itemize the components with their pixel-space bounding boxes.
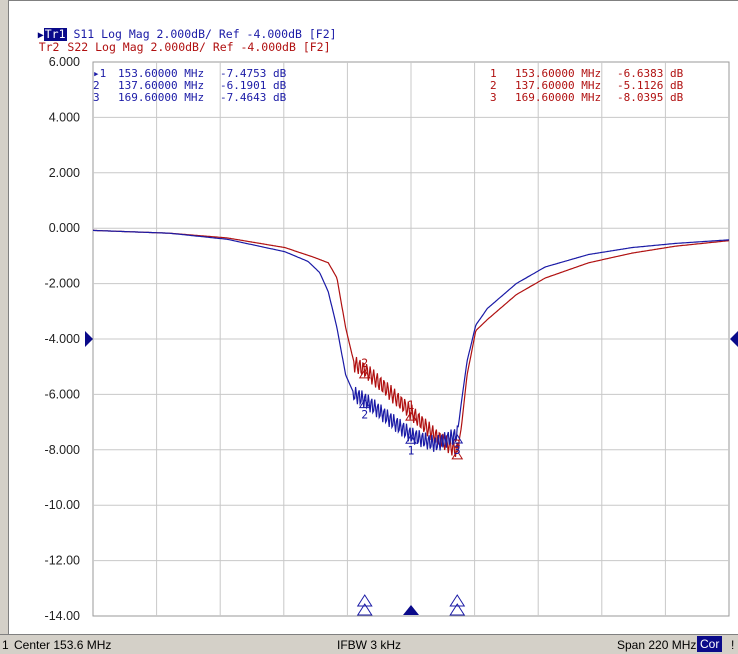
marker-indicator-icon <box>356 594 373 607</box>
active-marker-indicator-icon <box>403 605 419 615</box>
marker-indicator-icon <box>449 594 466 607</box>
y-tick-label: 6.000 <box>49 55 80 69</box>
marker-row-value: -7.4643 dB <box>220 91 287 104</box>
left-edge-bar <box>0 0 9 634</box>
plot-area[interactable]: 6.000 4.000 2.000 0.000 -2.000 -4.000 -6.000 -8… <box>0 0 738 634</box>
marker-row-frequency: 137.60000 MHz <box>515 79 601 92</box>
marker-number: 2 <box>361 356 368 370</box>
y-tick-label: -14.00 <box>45 609 80 623</box>
correction-badge[interactable]: Cor <box>697 636 723 652</box>
y-tick-label: 2.000 <box>49 166 80 180</box>
marker-row-number: 3 <box>93 91 100 104</box>
marker-row-frequency: 169.60000 MHz <box>515 91 601 104</box>
marker-row-frequency: 153.60000 MHz <box>515 67 601 80</box>
marker-row-value: -8.0395 dB <box>617 91 684 104</box>
marker-triangle-icon <box>405 411 417 421</box>
marker-number: 1 <box>408 443 415 457</box>
marker-row-number: 2 <box>490 79 497 92</box>
ifbw-readout[interactable]: IFBW 3 kHz <box>337 638 402 652</box>
trace2-settings: S22 Log Mag 2.000dB/ Ref -4.000dB [F2] <box>67 40 331 54</box>
y-tick-label: 0.000 <box>49 221 80 235</box>
trace1-header[interactable]: ▶Tr1 S11 Log Mag 2.000dB/ Ref -4.000dB [… <box>10 15 337 55</box>
y-tick-label: -10.00 <box>45 498 80 512</box>
marker-row-number: 3 <box>490 91 497 104</box>
trace1-settings: S11 Log Mag 2.000dB/ Ref -4.000dB [F2] <box>73 27 337 41</box>
y-axis-ticks: 6.000 4.000 2.000 0.000 -2.000 -4.000 -6.000 -8… <box>45 55 81 623</box>
trace2-header[interactable]: Tr2 S22 Log Mag 2.000dB/ Ref -4.000dB [F… <box>10 28 331 67</box>
y-tick-label: -8.000 <box>45 443 80 457</box>
marker-number: 2 <box>361 408 368 422</box>
top-divider <box>8 0 738 1</box>
marker-glyphs: 1 2 3 1 2 3 <box>358 356 464 460</box>
marker-row-frequency: 169.60000 MHz <box>118 91 204 104</box>
y-tick-label: -2.000 <box>45 277 80 291</box>
marker-row-value: -5.1126 dB <box>617 79 684 92</box>
marker-row-frequency: 153.60000 MHz <box>118 67 204 80</box>
s11-trace <box>93 229 730 452</box>
marker-number: 3 <box>454 437 461 451</box>
marker-triangle-icon <box>451 434 464 444</box>
marker-indicator-icon <box>356 603 373 616</box>
ref-level-left-arrow-icon <box>85 331 93 347</box>
bottom-marker-indicators <box>356 594 466 616</box>
active-trace-arrow-icon: ▶ <box>37 30 44 41</box>
y-tick-label: -4.000 <box>45 332 80 346</box>
center-frequency[interactable]: Center 153.6 MHz <box>14 638 112 652</box>
y-tick-label: 4.000 <box>49 110 80 124</box>
reference-level-markers <box>85 331 738 347</box>
marker-triangle-icon <box>358 398 371 409</box>
s22-marker-table: 1 153.60000 MHz -6.6383 dB 2 137.60000 MHz -… <box>490 67 684 104</box>
marker-number: 3 <box>454 443 461 457</box>
marker-row-number: ▸1 <box>93 67 106 80</box>
marker-triangle-icon <box>358 368 371 379</box>
warning-flag: ! <box>731 638 735 652</box>
marker-row-value: -6.1901 dB <box>220 79 287 92</box>
y-tick-label: -6.000 <box>45 387 80 401</box>
span-readout[interactable]: Span 220 MHz <box>617 638 697 652</box>
marker-indicator-icon <box>449 603 466 616</box>
ref-level-right-arrow-icon <box>730 331 738 347</box>
marker-triangle-icon <box>405 434 417 444</box>
marker-row-number: 1 <box>490 67 497 80</box>
marker-row-number: 2 <box>93 79 100 92</box>
trace1-tag[interactable]: Tr1 <box>43 27 67 41</box>
marker-triangle-icon <box>451 449 464 460</box>
s11-marker-table: ▸1 153.60000 MHz -7.4753 dB 2 137.60000 MHz… <box>93 67 287 104</box>
channel-number[interactable]: 1 <box>2 638 9 652</box>
s11-line <box>93 229 730 452</box>
y-tick-label: -12.00 <box>45 554 80 568</box>
marker-row-frequency: 137.60000 MHz <box>118 79 204 92</box>
trace2-tag[interactable]: Tr2 <box>38 40 60 54</box>
status-bar: 1 Center 153.6 MHz IFBW 3 kHz Span 220 M… <box>0 634 738 654</box>
marker-number: 1 <box>408 398 415 412</box>
marker-row-value: -6.6383 dB <box>617 67 684 80</box>
grid <box>92 61 730 617</box>
marker-row-value: -7.4753 dB <box>220 67 287 80</box>
